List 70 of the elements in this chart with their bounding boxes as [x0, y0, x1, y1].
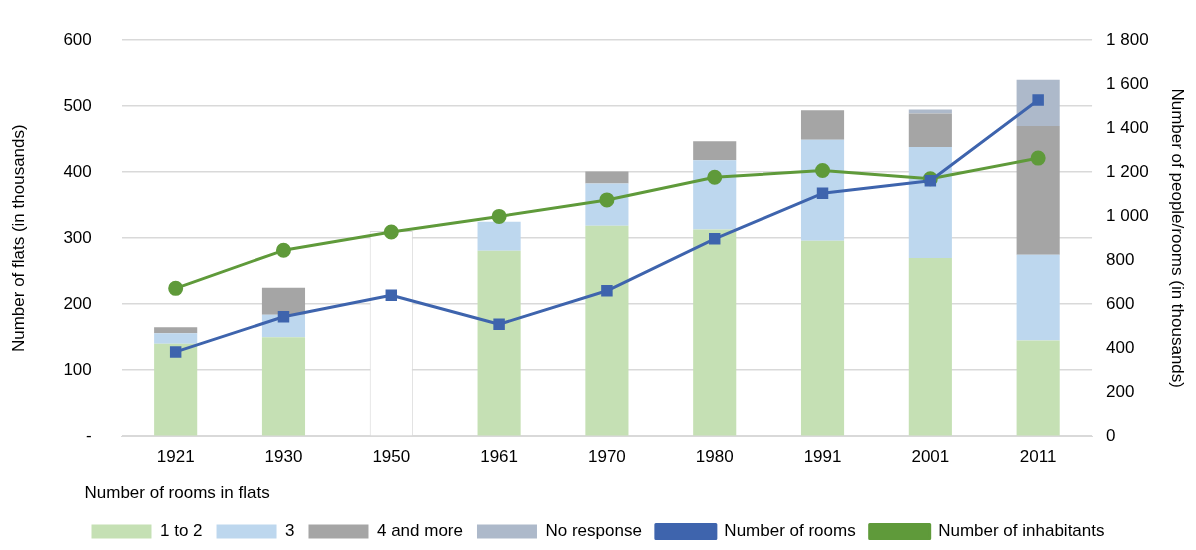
point — [601, 285, 613, 297]
legend-label: 3 — [285, 521, 295, 541]
bar — [800, 240, 845, 436]
x-tick-label: 2001 — [911, 447, 950, 467]
bar — [908, 113, 952, 148]
y2-tick-label: 200 — [1106, 381, 1135, 401]
point — [924, 175, 937, 187]
point — [385, 289, 398, 301]
bar — [477, 221, 521, 251]
y2-axis-title: Number of people/rooms (in thousands) — [1168, 88, 1188, 388]
legend-title: Number of rooms in flats — [84, 482, 270, 502]
y-tick-label: 500 — [63, 95, 92, 115]
bar — [1016, 340, 1060, 436]
x-tick-label: 1921 — [156, 447, 195, 467]
bar — [908, 147, 952, 258]
y2-tick-label: 1 600 — [1106, 73, 1149, 93]
point — [383, 224, 399, 240]
bar — [154, 343, 198, 436]
y-tick-label: 600 — [63, 29, 92, 49]
y2-tick-label: 1 800 — [1106, 29, 1149, 49]
point — [168, 280, 184, 296]
y2-tick-label: 1 200 — [1106, 161, 1149, 181]
x-tick-label: 1930 — [264, 447, 303, 467]
legend-label: Number of inhabitants — [938, 521, 1105, 541]
y-tick-label: - — [86, 425, 92, 445]
y2-tick-label: 400 — [1106, 337, 1135, 357]
point — [1030, 150, 1046, 166]
x-tick-label: 2011 — [1019, 447, 1057, 467]
y-tick-label: 100 — [63, 359, 92, 379]
y2-tick-label: 600 — [1106, 293, 1135, 313]
bar — [693, 141, 737, 161]
point — [707, 169, 723, 185]
bar — [1016, 126, 1060, 255]
point — [491, 208, 507, 224]
legend-label: 4 and more — [376, 521, 463, 541]
bar — [1016, 254, 1060, 341]
point — [816, 187, 829, 200]
bar — [261, 337, 306, 436]
bar — [693, 160, 737, 230]
bar — [693, 229, 737, 436]
y2-tick-label: 800 — [1106, 249, 1135, 269]
y-tick-label: 400 — [63, 161, 92, 181]
point — [275, 242, 291, 258]
x-tick-label: 1991 — [803, 447, 842, 467]
bar — [154, 333, 198, 344]
x-tick-label: 1970 — [588, 447, 626, 467]
y2-tick-label: 1 000 — [1106, 205, 1149, 225]
bar — [261, 287, 306, 315]
bar — [908, 258, 952, 436]
point — [493, 318, 505, 330]
y-tick-label: 200 — [63, 293, 92, 313]
point — [169, 346, 182, 358]
legend-label: No response — [545, 521, 642, 541]
bar — [585, 225, 629, 436]
legend-label: 1 to 2 — [160, 521, 203, 541]
point — [708, 233, 721, 245]
point — [277, 311, 290, 323]
bar — [154, 327, 198, 334]
x-tick-label: 1961 — [480, 447, 519, 467]
y-axis-title: Number of flats (in thousands) — [8, 124, 28, 353]
y-tick-label: 300 — [63, 227, 92, 247]
y2-tick-label: 1 400 — [1106, 117, 1149, 137]
x-tick-label: 1980 — [695, 447, 734, 467]
point — [815, 162, 831, 178]
bar — [800, 110, 845, 140]
bar — [477, 250, 521, 436]
bar — [585, 171, 629, 184]
x-tick-label: 1950 — [372, 447, 411, 467]
legend-label: Number of rooms — [724, 521, 856, 541]
y2-tick-label: 0 — [1106, 425, 1116, 445]
